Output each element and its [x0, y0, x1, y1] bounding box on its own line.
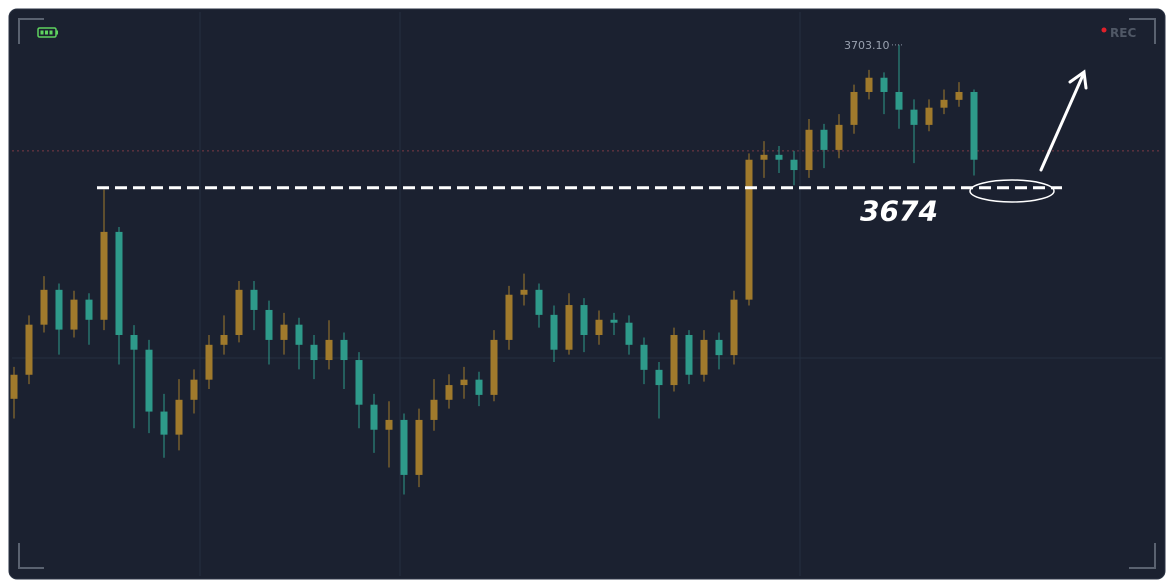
candle-body — [670, 334, 678, 386]
candle-body — [235, 289, 243, 335]
candle-body — [655, 369, 663, 386]
candle-body — [475, 379, 483, 395]
candle-body — [580, 305, 588, 335]
highlight-ellipse — [969, 179, 1055, 203]
candle-body — [70, 299, 78, 330]
candle-body — [190, 379, 198, 400]
candle-body — [970, 91, 978, 160]
candle-body — [370, 404, 378, 430]
battery-icon — [37, 27, 58, 38]
candle-body — [820, 129, 828, 150]
candle-body — [955, 91, 963, 100]
plot: 3703.10 — [10, 39, 1162, 495]
candle-body — [940, 99, 948, 108]
candle-body — [400, 419, 408, 475]
candle-body — [295, 324, 303, 345]
level-label: 3674 — [860, 195, 938, 228]
candle-body — [685, 334, 693, 375]
candle-body — [895, 91, 903, 110]
candle-body — [175, 399, 183, 435]
candle-body — [805, 129, 813, 171]
candle-body — [355, 360, 363, 405]
candle-body — [775, 154, 783, 160]
candle-body — [115, 231, 123, 335]
candle-body — [595, 319, 603, 335]
candle-body — [700, 339, 708, 375]
candle-body — [205, 344, 213, 380]
candle-body — [445, 385, 453, 400]
rec-label: REC — [1110, 26, 1136, 40]
candle-body — [565, 305, 573, 350]
candle-body — [145, 349, 153, 412]
candle-body — [10, 374, 18, 399]
candle-body — [385, 419, 393, 430]
candle-body — [610, 319, 618, 323]
candle-body — [925, 107, 933, 125]
candle-body — [40, 289, 48, 325]
candle-body — [760, 154, 768, 160]
candle-body — [250, 289, 258, 310]
rec-dot — [1101, 27, 1107, 33]
candle-body — [790, 159, 798, 171]
candle-body — [865, 77, 873, 92]
candle-body — [220, 334, 228, 345]
candle-body — [715, 339, 723, 356]
corner-brackets — [18, 18, 1156, 569]
candle-body — [325, 339, 333, 361]
candle-body — [910, 109, 918, 125]
max-high-label: 3703.10 — [844, 39, 890, 52]
candle-body — [850, 91, 858, 125]
background-grid — [12, 12, 1162, 576]
candle-body — [340, 339, 348, 361]
up-arrow — [1039, 69, 1088, 172]
candle-body — [100, 231, 108, 320]
candle-body — [490, 339, 498, 395]
candle-body — [85, 299, 93, 320]
candle-body — [460, 379, 468, 386]
candle-body — [505, 294, 513, 340]
candle-body — [55, 289, 63, 330]
candle-body — [625, 322, 633, 345]
candle-body — [835, 124, 843, 150]
candle-body — [730, 299, 738, 356]
candle-body — [130, 334, 138, 350]
candle-body — [280, 324, 288, 340]
candle-body — [265, 309, 273, 340]
candle-body — [745, 159, 753, 300]
candle-body — [535, 289, 543, 315]
candle-body — [880, 77, 888, 92]
candle-body — [415, 419, 423, 475]
candle-body — [310, 344, 318, 361]
candle-body — [640, 344, 648, 370]
candle-body — [430, 399, 438, 420]
candle-body — [520, 289, 528, 295]
chart-background — [8, 8, 1166, 580]
candle-body — [550, 314, 558, 350]
candle-body — [160, 411, 168, 435]
candle-body — [25, 324, 33, 375]
